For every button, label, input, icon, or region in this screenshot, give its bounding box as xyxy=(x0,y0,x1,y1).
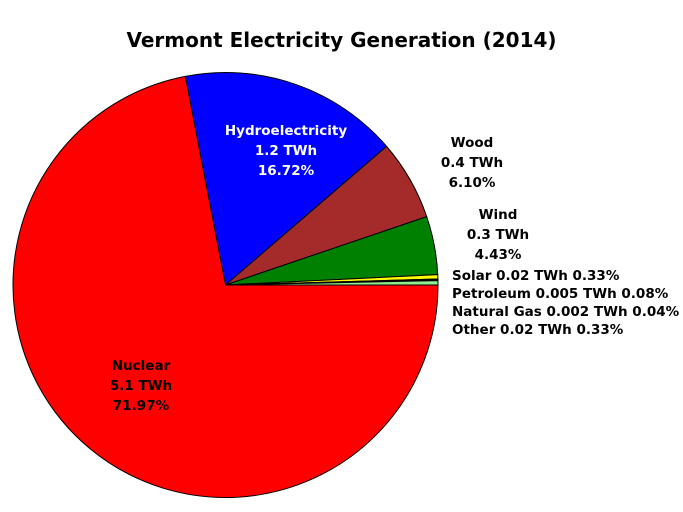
label-nuclear-name: Nuclear xyxy=(111,358,171,374)
label-wood-value: 0.4 TWh xyxy=(440,155,504,171)
pie-slice-hydroelectricity xyxy=(184,72,388,286)
label-wind-value: 0.3 TWh xyxy=(466,227,530,243)
label-nuclear-percent: 71.97% xyxy=(112,398,170,414)
label-wood-name: Wood xyxy=(450,135,494,151)
label-hydroelectricity-name: Hydroelectricity xyxy=(224,123,348,139)
label-natural-gas: Natural Gas 0.002 TWh 0.04% xyxy=(452,304,680,320)
pie-slice-nuclear xyxy=(12,75,439,498)
label-hydroelectricity: Hydroelectricity 1.2 TWh 16.72% xyxy=(225,121,347,181)
label-nuclear: Nuclear 5.1 TWh 71.97% xyxy=(110,356,172,416)
chart-title: Vermont Electricity Generation (2014) xyxy=(126,28,557,52)
small-slice-labels: Solar 0.02 TWh 0.33% Petroleum 0.005 TWh… xyxy=(452,267,679,339)
label-wind-percent: 4.43% xyxy=(474,247,522,263)
label-wood-percent: 6.10% xyxy=(448,175,496,191)
label-other: Other 0.02 TWh 0.33% xyxy=(452,322,624,338)
label-wind-name: Wind xyxy=(478,207,518,223)
label-nuclear-value: 5.1 TWh xyxy=(109,378,173,394)
label-petroleum: Petroleum 0.005 TWh 0.08% xyxy=(452,286,669,302)
label-hydroelectricity-percent: 16.72% xyxy=(257,163,315,179)
label-wood: Wood 0.4 TWh 6.10% xyxy=(441,133,503,193)
label-solar: Solar 0.02 TWh 0.33% xyxy=(452,268,620,284)
label-wind: Wind 0.3 TWh 4.43% xyxy=(467,205,529,265)
label-hydroelectricity-value: 1.2 TWh xyxy=(254,143,318,159)
